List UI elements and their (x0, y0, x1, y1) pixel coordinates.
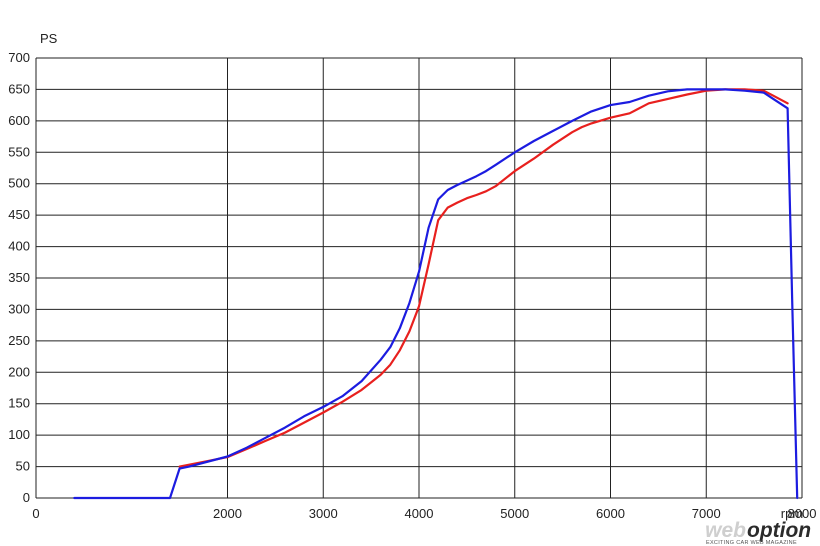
series-line-2 (73, 88, 799, 500)
series-lines (73, 88, 799, 500)
y-tick-label: 400 (8, 239, 30, 254)
x-tick-label: 6000 (596, 506, 625, 521)
y-tick-label: 650 (8, 81, 30, 96)
x-tick-label: 8000 (788, 506, 817, 521)
x-tick-label: 2000 (213, 506, 242, 521)
x-axis-ticks: 0 2000 3000 4000 5000 6000 7000 8000 (32, 506, 816, 521)
x-tick-label: 3000 (309, 506, 338, 521)
y-tick-label: 300 (8, 301, 30, 316)
y-axis-ticks: 0 50 100 150 200 250 300 350 400 450 500 550 600 650 7… (8, 50, 30, 505)
y-tick-label: 450 (8, 207, 30, 222)
series-line-1 (178, 88, 789, 468)
y-tick-label: 250 (8, 333, 30, 348)
y-tick-label: 100 (8, 427, 30, 442)
watermark-logo: web option EXCITING CAR WEB MAGAZINE (705, 519, 811, 546)
grid-lines (35, 57, 803, 499)
y-axis-label: PS (40, 31, 58, 46)
y-tick-label: 700 (8, 50, 30, 65)
y-tick-label: 0 (23, 490, 30, 505)
x-tick-label: 4000 (405, 506, 434, 521)
y-tick-label: 500 (8, 176, 30, 191)
y-tick-label: 150 (8, 396, 30, 411)
x-axis-label: rpm (781, 506, 803, 521)
watermark-brand-prefix: web (705, 519, 746, 542)
watermark-brand-main: option (747, 519, 811, 542)
y-tick-label: 50 (16, 459, 30, 474)
x-tick-label: 7000 (692, 506, 721, 521)
y-tick-label: 350 (8, 270, 30, 285)
x-tick-label: 0 (32, 506, 39, 521)
watermark-tagline: EXCITING CAR WEB MAGAZINE (706, 540, 797, 546)
y-tick-label: 550 (8, 144, 30, 159)
y-tick-label: 600 (8, 113, 30, 128)
x-tick-label: 5000 (500, 506, 529, 521)
y-tick-label: 200 (8, 364, 30, 379)
